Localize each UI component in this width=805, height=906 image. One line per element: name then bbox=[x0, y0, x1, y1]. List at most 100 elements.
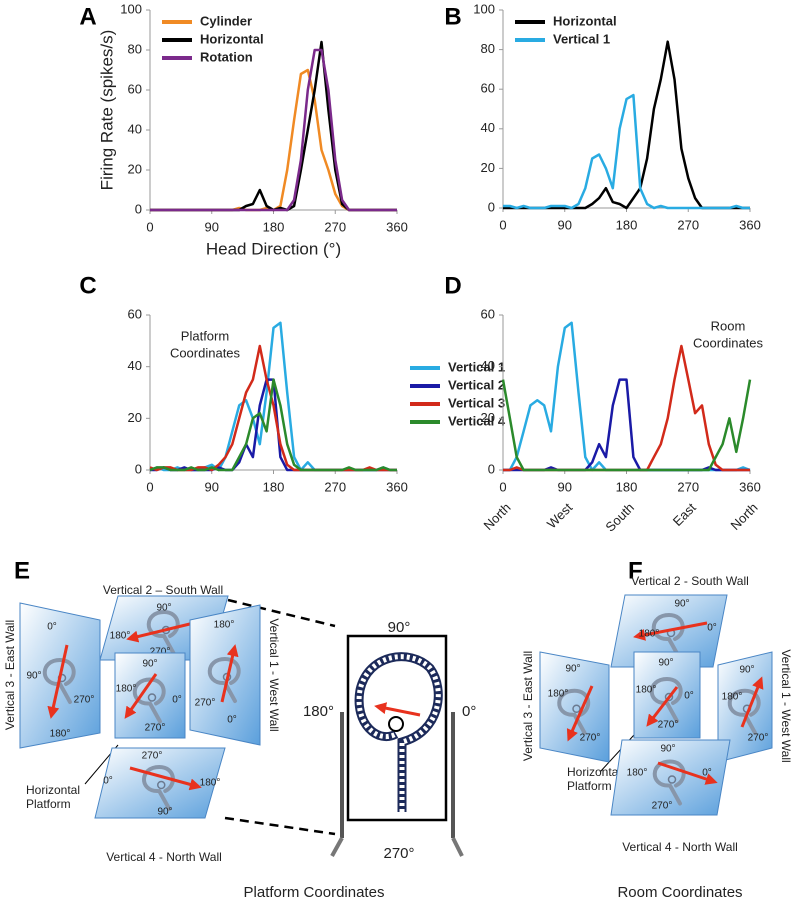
wall-panel: 90°180°0°270°Vertical 2 - South Wall bbox=[610, 574, 749, 668]
angle-label: 90° bbox=[658, 658, 673, 669]
platform-angle: 90° bbox=[388, 619, 411, 636]
y-tick-label: 40 bbox=[128, 358, 142, 373]
wall-title: Vertical 1 - West Wall bbox=[779, 649, 793, 762]
panel-letter: E bbox=[14, 557, 30, 584]
direction-arrow bbox=[126, 620, 199, 643]
wall-title: Vertical 2 – South Wall bbox=[103, 583, 223, 597]
series-line bbox=[150, 48, 397, 212]
x-tick-label: 270 bbox=[324, 479, 346, 494]
wall bbox=[539, 651, 610, 763]
start-circle bbox=[157, 780, 166, 790]
series-line bbox=[503, 40, 750, 210]
x-tick-name: West bbox=[544, 500, 576, 532]
wall-panel: 0° 90° 270° 180° Vertical 3 - East Wall bbox=[3, 602, 101, 749]
legend-label: Horizontal bbox=[200, 31, 264, 46]
y-tick-label: 80 bbox=[481, 41, 495, 56]
x-tick-label: 0 bbox=[499, 479, 506, 494]
x-tick-name: North bbox=[480, 500, 513, 533]
x-tick-label: 180 bbox=[263, 219, 285, 234]
x-tick-label: 360 bbox=[739, 217, 761, 232]
wall bbox=[94, 747, 226, 819]
platform-angle: 0° bbox=[462, 703, 476, 720]
wall-title: Vertical 1 - West Wall bbox=[267, 618, 281, 731]
series-line bbox=[501, 379, 752, 472]
angle-label: 0° bbox=[172, 695, 182, 706]
angle-label: 180° bbox=[627, 768, 648, 779]
horizontal-label: Horizontal bbox=[567, 765, 621, 779]
legend-label: Vertical 3 bbox=[448, 395, 505, 410]
track-loop bbox=[652, 759, 686, 806]
platform-angle: 180° bbox=[303, 703, 334, 720]
x-tick-name: North bbox=[727, 500, 760, 533]
x-tick-label: 270 bbox=[677, 479, 699, 494]
panel-letter: D bbox=[444, 272, 461, 299]
track-loop bbox=[649, 676, 683, 723]
angle-label: 180° bbox=[50, 729, 71, 740]
annotation: Coordinates bbox=[693, 335, 764, 350]
legend-label: Horizontal bbox=[553, 13, 617, 28]
y-tick-label: 0 bbox=[488, 461, 495, 476]
angle-label: 90° bbox=[660, 744, 675, 755]
angle-label: 270° bbox=[195, 698, 216, 709]
series-line bbox=[149, 344, 397, 472]
x-tick-label: 90 bbox=[205, 479, 219, 494]
y-tick-label: 0 bbox=[135, 461, 142, 476]
y-tick-label: 20 bbox=[128, 161, 142, 176]
direction-arrow bbox=[633, 621, 708, 641]
x-tick-label: 90 bbox=[558, 479, 572, 494]
x-tick-label: 0 bbox=[146, 219, 153, 234]
x-tick-label: 90 bbox=[205, 219, 219, 234]
y-tick-label: 100 bbox=[120, 1, 142, 16]
start-circle bbox=[147, 693, 157, 702]
angle-label: 0° bbox=[684, 691, 694, 702]
x-tick-label: 360 bbox=[386, 219, 408, 234]
angle-label: 270° bbox=[580, 733, 601, 744]
direction-arrow bbox=[740, 676, 764, 728]
series-line bbox=[503, 93, 750, 210]
wall bbox=[610, 739, 731, 816]
series-line bbox=[149, 378, 397, 472]
panel-letter: F bbox=[628, 557, 643, 584]
angle-label: 270° bbox=[150, 647, 171, 658]
y-tick-label: 40 bbox=[481, 120, 495, 135]
platform-angle: 270° bbox=[383, 845, 414, 862]
wall-panel: 90° 180° 270° Vertical 1 - West Wall bbox=[717, 649, 793, 763]
legend-label: Vertical 2 bbox=[448, 377, 505, 392]
angle-label: 0° bbox=[702, 768, 712, 779]
legend-label: Vertical 1 bbox=[448, 359, 505, 374]
y-tick-label: 40 bbox=[128, 121, 142, 136]
y-tick-label: 20 bbox=[128, 410, 142, 425]
x-tick-label: 180 bbox=[616, 479, 638, 494]
legend-label: Vertical 1 bbox=[553, 31, 610, 46]
wall-title: Vertical 4 - North Wall bbox=[106, 850, 222, 864]
track-loop bbox=[42, 657, 76, 704]
direction-arrow bbox=[220, 644, 239, 703]
start-circle bbox=[664, 692, 674, 702]
angle-label: 90° bbox=[142, 659, 157, 670]
angle-label: 0° bbox=[103, 776, 113, 787]
y-tick-label: 60 bbox=[481, 81, 495, 96]
angle-label: 90° bbox=[157, 807, 172, 818]
platform-schematic bbox=[224, 598, 464, 857]
legend-label: Vertical 4 bbox=[448, 413, 506, 428]
wall-title: Vertical 3 - East Wall bbox=[3, 620, 17, 730]
caption: Platform Coordinates bbox=[244, 884, 385, 901]
x-tick-label: 0 bbox=[146, 479, 153, 494]
direction-arrow bbox=[566, 685, 594, 742]
y-tick-label: 0 bbox=[135, 201, 142, 216]
angle-label: 0° bbox=[707, 623, 717, 634]
series-line bbox=[150, 378, 397, 472]
wall-title: Vertical 3 - East Wall bbox=[521, 651, 535, 761]
y-tick-label: 20 bbox=[481, 160, 495, 175]
wall-panel: 90° 180° 0° 270° bbox=[114, 652, 186, 739]
angle-label: 90° bbox=[674, 599, 689, 610]
y-axis-title: Firing Rate (spikes/s) bbox=[97, 30, 116, 191]
direction-arrow bbox=[646, 686, 679, 727]
y-tick-label: 40 bbox=[481, 358, 495, 373]
angle-label: 180° bbox=[722, 692, 743, 703]
y-tick-label: 0 bbox=[488, 199, 495, 214]
start-circle bbox=[667, 775, 677, 784]
start-circle bbox=[572, 704, 581, 713]
y-tick-label: 80 bbox=[128, 41, 142, 56]
